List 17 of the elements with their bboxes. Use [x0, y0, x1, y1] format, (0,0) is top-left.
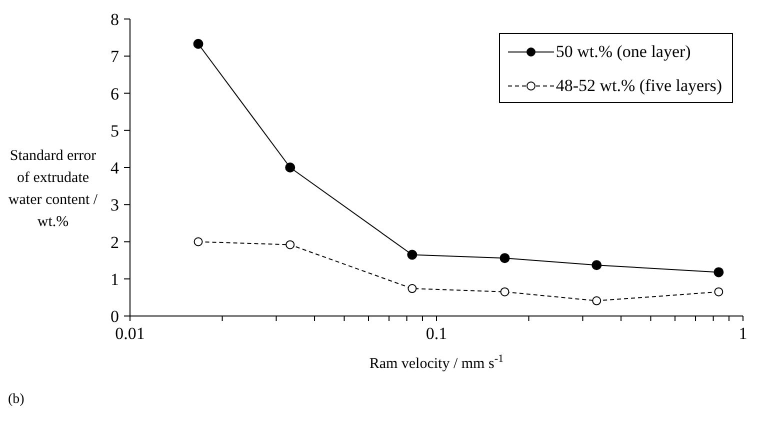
y-tick-label: 4	[110, 158, 120, 178]
y-tick-label: 1	[110, 270, 119, 289]
y-tick-label: 8	[110, 10, 119, 29]
x-tick-label: 0.01	[115, 324, 145, 344]
legend-label: 48-52 wt.% (five layers)	[556, 76, 722, 96]
x-tick-label: 0.1	[426, 324, 448, 344]
y-tick-label: 3	[110, 196, 119, 215]
text: (b)	[8, 392, 24, 408]
x-axis-title: Ram velocity / mm s$^{-1}$	[369, 353, 504, 372]
y-tick-label: 6	[110, 84, 119, 104]
x-tick-label: 1	[738, 324, 748, 344]
y-tick-label: 5	[110, 121, 119, 140]
y-tick-label: 2	[110, 232, 119, 252]
y-tick-label: 7	[110, 47, 120, 66]
y-axis-title: Standard error of extrudate water content / wt.%	[8, 147, 98, 232]
legend-label: 50 wt.% (one layer)	[556, 42, 691, 62]
y-tick-label: 0	[110, 307, 119, 326]
